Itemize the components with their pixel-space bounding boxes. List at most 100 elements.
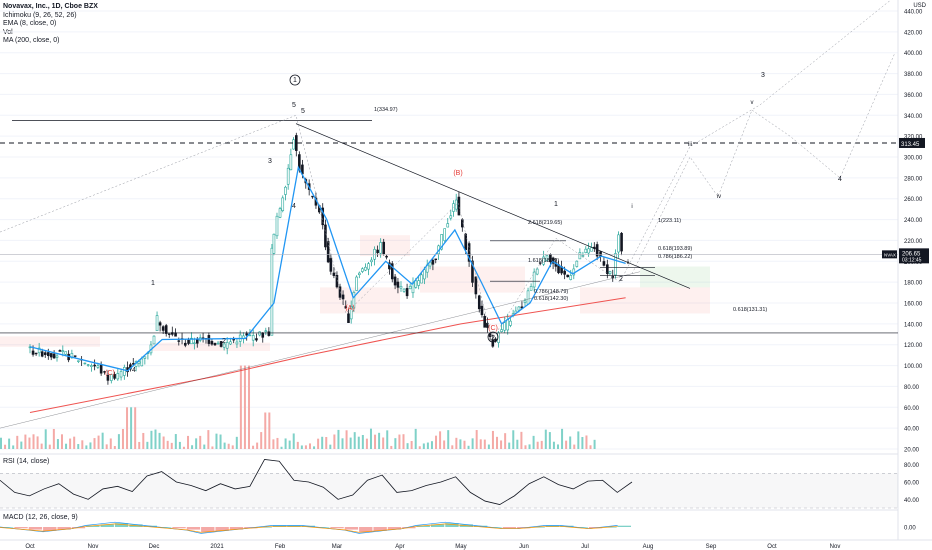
volume-bar <box>130 407 133 449</box>
volume-bar <box>479 439 482 449</box>
time-tick-label: Nov <box>88 544 99 550</box>
time-tick-label: 2021 <box>210 544 224 550</box>
rsi-pane-label[interactable]: RSI (14, close) <box>3 458 50 465</box>
price-tick-label: 360.00 <box>904 93 923 99</box>
volume-bar <box>487 444 490 449</box>
candle-body <box>193 342 196 344</box>
volume-bar <box>182 446 185 449</box>
fib-label: 1.618(180.9) <box>528 258 559 264</box>
candle-body <box>311 195 314 198</box>
candle-body <box>355 276 358 291</box>
volume-bar <box>154 429 157 449</box>
volume-bar <box>573 444 576 449</box>
macd-histogram-bar <box>359 527 373 533</box>
candle-body <box>86 364 90 366</box>
candle-body <box>338 286 342 298</box>
volume-bar <box>81 440 84 449</box>
macd-histogram-bar <box>28 527 43 530</box>
volume-bar <box>512 430 515 449</box>
volume-bar <box>248 365 251 449</box>
macd-histogram-bar <box>617 525 631 527</box>
candle-body <box>164 325 168 334</box>
macd-histogram-bar <box>114 523 129 527</box>
volume-bar <box>406 443 409 449</box>
macd-histogram-bar <box>100 524 114 527</box>
volume-bar <box>8 438 11 449</box>
volume-bar <box>581 437 584 449</box>
rsi-tick-label: 80.00 <box>904 463 920 469</box>
macd-tick-label: 0.00 <box>904 526 916 532</box>
time-tick-label: Nov <box>830 544 841 550</box>
candle-body <box>379 242 382 254</box>
candle-body <box>258 331 262 336</box>
volume-bar <box>121 428 124 449</box>
legend-ma[interactable]: MA (200, close, 0) <box>3 37 60 45</box>
macd-histogram-bar <box>344 527 359 530</box>
price-tick-label: 60.00 <box>904 406 920 412</box>
candle-body <box>602 261 606 266</box>
volume-bar <box>426 442 429 449</box>
candle-body <box>321 207 325 226</box>
macd-histogram-bar <box>86 525 100 527</box>
wave-label: 4 <box>838 176 842 183</box>
ma200-line <box>29 297 626 413</box>
volume-bar <box>65 443 68 449</box>
price-tick-label: 300.00 <box>904 156 923 162</box>
volume-bar <box>268 412 271 449</box>
candle-body <box>542 256 545 265</box>
volume-bar <box>288 440 291 449</box>
volume-bar <box>32 434 35 449</box>
candle-body <box>477 295 481 310</box>
volume-bar <box>378 432 381 449</box>
currency-label: USD <box>913 3 926 9</box>
candle-body <box>255 338 258 341</box>
candle-body <box>113 373 116 379</box>
wave-label: (C) <box>105 370 115 377</box>
price-tick-label: 80.00 <box>904 385 920 391</box>
legend-ema[interactable]: EMA (8, close, 0) <box>3 20 57 28</box>
candle-body <box>535 268 539 275</box>
candle-body <box>614 253 617 276</box>
macd-pane-label[interactable]: MACD (12, 26, close, 9) <box>3 514 78 521</box>
candle-body <box>278 208 282 218</box>
wave-label: iii <box>688 142 692 148</box>
triangle-upper-line <box>295 123 691 289</box>
wave-label: (A) <box>345 305 354 312</box>
volume-bar <box>48 444 51 449</box>
wave-projection-path <box>0 0 891 341</box>
volume-bar <box>52 428 55 449</box>
volume-bar <box>447 430 450 449</box>
volume-bar <box>97 435 100 449</box>
price-tick-label: 180.00 <box>904 281 923 287</box>
candle-body <box>190 337 193 345</box>
candle-body <box>158 322 162 326</box>
candle-body <box>529 286 533 291</box>
volume-bar <box>532 435 535 449</box>
candle-body <box>225 342 229 349</box>
candle-body <box>581 255 585 257</box>
time-tick-label: Sep <box>706 544 717 550</box>
candle-body <box>420 274 423 284</box>
candle-body <box>532 271 536 288</box>
candle-body <box>347 313 350 323</box>
volume-bar <box>589 445 592 449</box>
macd-histogram-bar <box>186 527 201 530</box>
candle-body <box>73 355 77 357</box>
candle-body <box>491 339 495 347</box>
volume-bar <box>516 439 519 449</box>
candle-body <box>49 353 53 358</box>
candle-body <box>408 285 412 290</box>
candle-body <box>457 196 461 216</box>
candle-body <box>344 306 348 309</box>
volume-bar <box>361 434 364 449</box>
legend-ichimoku[interactable]: Ichimoku (9, 26, 52, 26) <box>3 11 77 19</box>
volume-bar <box>410 441 413 449</box>
volume-bar <box>158 432 161 449</box>
volume-bar <box>24 434 27 449</box>
candle-body <box>267 331 271 336</box>
candle-body <box>167 333 171 335</box>
volume-bar <box>565 440 568 449</box>
volume-bar <box>345 430 348 449</box>
symbol-tag-text: NVAX <box>884 252 896 257</box>
